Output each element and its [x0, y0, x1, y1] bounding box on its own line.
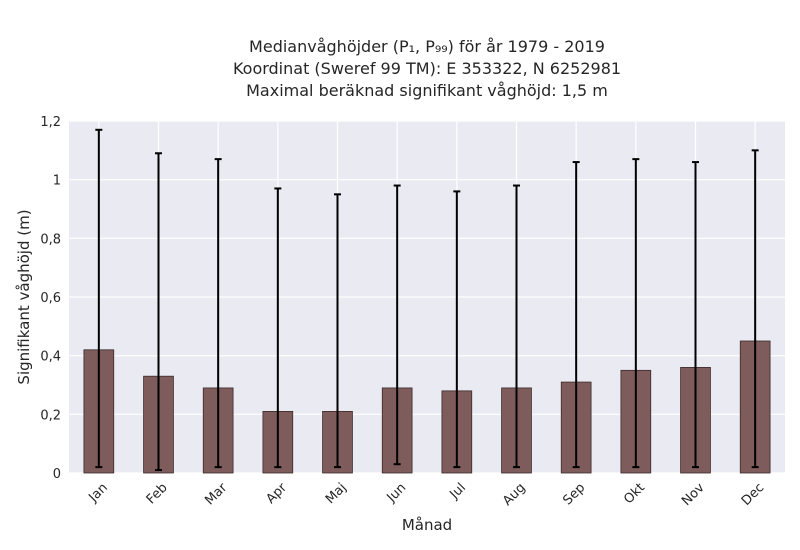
error-bar-mar [214, 158, 222, 469]
error-bar-jun [393, 184, 401, 466]
title-line-3: Maximal beräknad signifikant våghöjd: 1,… [246, 81, 608, 100]
x-tick-label: Aug [500, 480, 529, 509]
y-tick-label: 0,6 [40, 291, 61, 306]
x-tick-label: Nov [679, 480, 708, 509]
x-tick-label: Okt [621, 480, 648, 507]
x-tick-label: Feb [144, 480, 171, 507]
y-axis-ticks: 0 0,2 0,4 0,6 0,8 1 1,2 [40, 115, 61, 482]
error-bar-nov [692, 161, 699, 469]
chart-title: Medianvåghöjder (P₁, P₉₉) för år 1979 - … [233, 37, 621, 100]
error-bar-dec [751, 149, 759, 469]
x-tick-label: Sep [560, 480, 588, 508]
x-tick-label: Apr [263, 480, 290, 507]
error-bar-sep [572, 161, 580, 469]
error-bar-maj [334, 193, 341, 469]
title-line-2: Koordinat (Sweref 99 TM): E 353322, N 62… [233, 59, 621, 78]
error-bar-aug [513, 184, 520, 469]
x-axis-label: Månad [402, 516, 452, 534]
error-bar-jan [95, 128, 103, 469]
error-bar-jul [453, 190, 461, 469]
error-bar-okt [632, 158, 640, 469]
x-tick-label: Dec [739, 480, 767, 508]
x-tick-label: Jul [447, 480, 469, 502]
x-tick-label: Jan [85, 480, 110, 505]
y-tick-label: 0,2 [40, 408, 61, 423]
y-tick-label: 0 [53, 467, 61, 482]
y-tick-label: 1 [53, 174, 61, 189]
x-tick-label: Jun [384, 480, 410, 506]
error-bar-feb [155, 152, 162, 472]
x-tick-label: Mar [202, 480, 230, 508]
y-tick-label: 0,4 [40, 350, 61, 365]
y-tick-label: 0,8 [40, 232, 61, 247]
error-bars [95, 128, 759, 472]
x-tick-label: Maj [323, 480, 350, 507]
y-tick-label: 1,2 [40, 115, 61, 130]
x-axis-ticks: Jan Feb Mar Apr Maj Jun Jul Aug Sep Okt Nov Dec [85, 480, 767, 509]
y-axis-label: Signifikant våghöjd (m) [15, 209, 33, 384]
title-line-1: Medianvåghöjder (P₁, P₉₉) för år 1979 - … [249, 37, 605, 56]
error-bar-apr [274, 187, 282, 469]
